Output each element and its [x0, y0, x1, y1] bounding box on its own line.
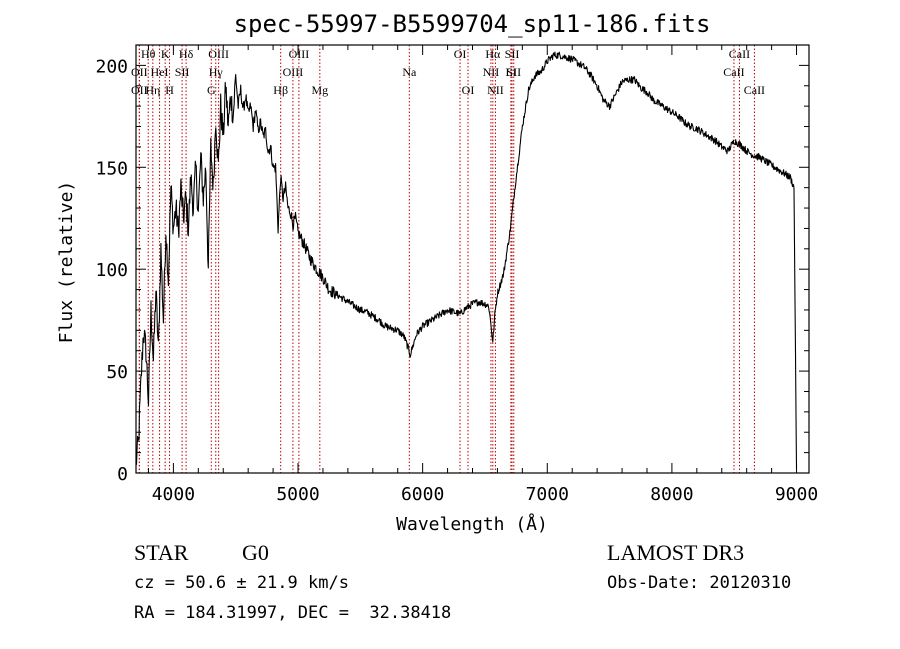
x-tick-label: 6000	[401, 484, 444, 505]
spectral-line-label: SII	[175, 65, 190, 79]
spectral-line-label: NII	[483, 65, 500, 79]
object-subclass: G0	[242, 540, 269, 565]
redshift-velocity: cz = 50.6 ± 21.9 km/s	[134, 573, 349, 593]
spectral-line-label: H	[165, 83, 174, 97]
object-class: STAR	[134, 540, 189, 565]
x-tick-label: 4000	[152, 484, 195, 505]
spectral-line-markers	[138, 45, 755, 473]
spectral-line-label: Hη	[145, 83, 160, 97]
sky-coordinates: RA = 184.31997, DEC = 32.38418	[134, 603, 452, 623]
plot-frame	[135, 44, 810, 474]
spectral-line-label: Hδ	[179, 47, 194, 61]
x-tick-label: 9000	[775, 484, 818, 505]
spectral-line-label: CaII	[729, 47, 750, 61]
y-tick-label: 50	[106, 362, 128, 383]
spectral-line-label: SII	[506, 65, 521, 79]
spectral-line-label: CaII	[744, 83, 765, 97]
spectral-line-label: Hα	[485, 47, 501, 61]
survey-name: LAMOST DR3	[607, 540, 745, 565]
spectral-line-label: Hγ	[209, 65, 224, 79]
spectral-line-label: OIII	[289, 47, 310, 61]
y-axis: 0 50 100 150 200	[95, 44, 809, 485]
spectral-line-label: Hβ	[273, 83, 288, 97]
x-tick-label: 8000	[650, 484, 693, 505]
y-tick-label: 200	[95, 56, 128, 77]
chart-title: spec-55997-B5599704_sp11-186.fits	[234, 10, 711, 38]
spectral-line-label: Na	[402, 65, 417, 79]
spectral-line-label: CaII	[723, 65, 744, 79]
x-tick-label: 7000	[526, 484, 569, 505]
y-tick-label: 150	[95, 158, 128, 179]
spectral-line-label: OIII	[208, 47, 229, 61]
spectral-line-label: OIII	[283, 65, 304, 79]
x-axis: 4000 5000 6000 7000 8000 9000	[147, 45, 818, 505]
spectral-line-label: OII	[131, 65, 148, 79]
y-tick-label: 0	[117, 464, 128, 485]
spectral-line-label: K	[161, 47, 170, 61]
spectral-line-label: OII	[131, 83, 148, 97]
y-axis-label: Flux (relative)	[56, 181, 77, 344]
spectrum-line	[135, 51, 798, 469]
spectrum-series	[135, 51, 798, 469]
x-axis-label: Wavelength (Å)	[396, 513, 548, 535]
spectral-line-label: SII	[505, 47, 520, 61]
spectral-line-label: Hθ	[141, 47, 156, 61]
x-tick-label: 5000	[276, 484, 319, 505]
spectral-line-label: HeI	[151, 65, 169, 79]
observation-date: Obs-Date: 20120310	[607, 573, 792, 593]
spectral-line-label: NII	[487, 83, 504, 97]
y-tick-label: 100	[95, 260, 128, 281]
spectral-line-label: OI	[454, 47, 467, 61]
spectral-line-label: Li	[506, 65, 517, 79]
spectral-line-label: G	[207, 83, 216, 97]
spectral-line-label: OI	[462, 83, 475, 97]
spectral-line-label: Mg	[311, 83, 328, 97]
